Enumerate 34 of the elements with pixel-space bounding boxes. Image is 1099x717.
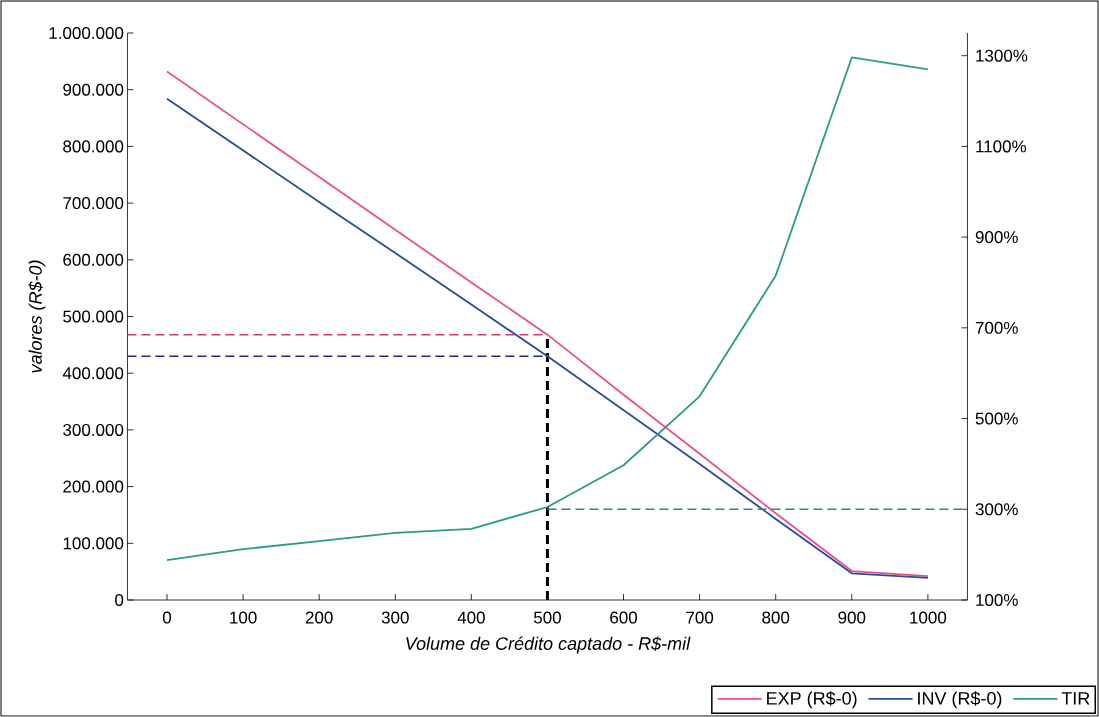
y-tick-label: 900.000 bbox=[63, 83, 124, 96]
y2-tick-label: 100% bbox=[976, 593, 1018, 607]
y2-tick-label: 900% bbox=[975, 231, 1018, 244]
y-axis-title: valores (R$-0) bbox=[28, 260, 46, 373]
y-tick-label: 400.000 bbox=[62, 367, 124, 380]
y2-tick-label: 500% bbox=[975, 412, 1018, 425]
x-tick-label: 900 bbox=[838, 611, 866, 624]
legend-label: EXP (R$-0) bbox=[767, 691, 857, 709]
x-tick-label: 500 bbox=[533, 611, 561, 624]
y2-tick-label: 1100% bbox=[976, 140, 1027, 153]
x-tick-label: 300 bbox=[381, 611, 409, 624]
y2-tick-label: 300% bbox=[975, 503, 1018, 516]
y-tick-label: 1.000.000 bbox=[49, 26, 124, 40]
x-axis-title: Volume de Crédito captado - R$-mil bbox=[406, 636, 691, 654]
y-tick-label: 600.000 bbox=[63, 253, 124, 266]
y2-tick-label: 1300% bbox=[976, 49, 1028, 62]
y-tick-label: 100.000 bbox=[63, 537, 124, 550]
y-tick-label: 800.000 bbox=[63, 140, 124, 153]
x-tick-label: 0 bbox=[162, 611, 172, 624]
x-tick-label: 1000 bbox=[910, 611, 947, 624]
y-tick-label: 0 bbox=[115, 593, 124, 607]
y-tick-label: 500.000 bbox=[63, 310, 124, 323]
x-tick-label: 700 bbox=[686, 611, 714, 624]
y-tick-label: 300.000 bbox=[63, 423, 124, 436]
x-tick-label: 400 bbox=[457, 611, 485, 624]
y-tick-label: 700.000 bbox=[63, 197, 124, 210]
y2-tick-label: 700% bbox=[975, 321, 1018, 334]
legend-label: INV (R$-0) bbox=[918, 691, 1002, 709]
x-tick-label: 100 bbox=[230, 611, 257, 624]
x-tick-label: 800 bbox=[762, 611, 790, 624]
x-tick-label: 600 bbox=[610, 611, 638, 624]
y-tick-label: 200.000 bbox=[63, 480, 124, 493]
legend-label: TIR bbox=[1061, 692, 1090, 705]
x-tick-label: 200 bbox=[305, 611, 333, 624]
